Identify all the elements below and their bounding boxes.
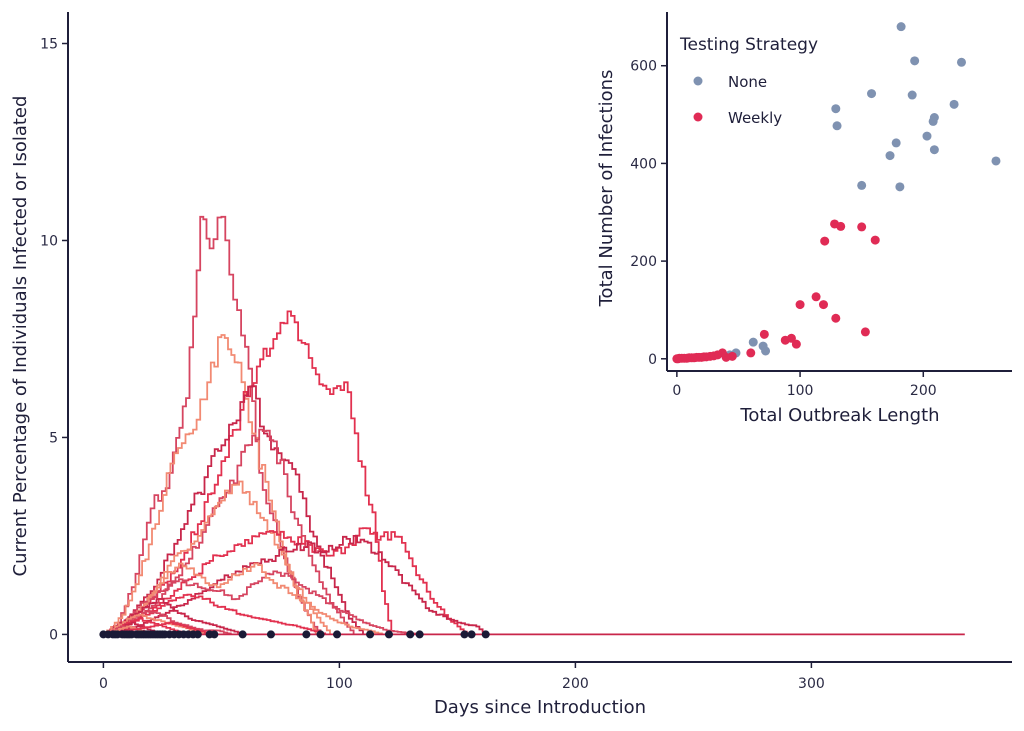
inset-point-none bbox=[895, 182, 905, 192]
inset-point-none bbox=[867, 89, 877, 99]
inset-y-tick-label: 0 bbox=[648, 352, 657, 368]
main-end-marker bbox=[238, 630, 247, 639]
inset-point-weekly bbox=[870, 235, 880, 245]
legend-key-weekly bbox=[693, 112, 703, 122]
inset-point-none bbox=[761, 346, 771, 356]
main-end-marker bbox=[316, 630, 325, 639]
inset-point-weekly bbox=[795, 300, 805, 310]
inset-point-none bbox=[991, 156, 1001, 166]
main-x-tick-label: 200 bbox=[562, 676, 589, 692]
main-series-line bbox=[103, 570, 421, 636]
inset-point-none bbox=[949, 99, 959, 109]
inset-y-tick-label: 200 bbox=[630, 254, 657, 270]
inset-point-none bbox=[907, 90, 917, 100]
inset-point-none bbox=[857, 180, 867, 190]
inset-point-none bbox=[885, 151, 895, 161]
inset-point-none bbox=[922, 131, 932, 141]
inset-point-weekly bbox=[759, 329, 769, 339]
inset-background bbox=[600, 0, 1024, 430]
main-end-marker bbox=[406, 630, 415, 639]
inset-y-axis-title: Total Number of Infections bbox=[596, 70, 617, 308]
main-end-marker bbox=[333, 630, 342, 639]
main-y-axis-title: Current Percentage of Individuals Infect… bbox=[10, 96, 31, 577]
inset-point-weekly bbox=[791, 339, 801, 349]
inset-x-tick-label: 0 bbox=[672, 383, 681, 399]
legend-title: Testing Strategy bbox=[679, 35, 818, 55]
inset-point-weekly bbox=[818, 300, 828, 310]
main-ticks: 0 100 200 300 0 5 10 15 bbox=[40, 37, 825, 692]
legend-label-none: None bbox=[728, 73, 767, 91]
main-series-line bbox=[103, 613, 209, 636]
main-end-marker bbox=[193, 630, 202, 639]
inset-ticks: 0 100 200 0 200 400 600 bbox=[630, 59, 936, 399]
inset-point-none bbox=[832, 121, 842, 131]
main-end-marker bbox=[210, 630, 219, 639]
main-x-tick-label: 300 bbox=[798, 676, 825, 692]
inset-point-weekly bbox=[836, 221, 846, 231]
inset-y-tick-label: 400 bbox=[630, 156, 657, 172]
main-end-marker bbox=[266, 630, 275, 639]
legend-label-weekly: Weekly bbox=[728, 109, 782, 127]
inset-x-tick-label: 200 bbox=[910, 383, 937, 399]
inset-point-none bbox=[929, 145, 939, 155]
main-x-axis-title: Days since Introduction bbox=[434, 697, 646, 718]
main-y-tick-label: 10 bbox=[40, 233, 58, 249]
inset-points bbox=[672, 22, 1001, 364]
legend-key-none bbox=[693, 76, 703, 86]
main-end-marker bbox=[384, 630, 393, 639]
inset-y-tick-label: 600 bbox=[630, 59, 657, 75]
main-end-marker bbox=[460, 630, 469, 639]
main-end-marker bbox=[481, 630, 490, 639]
main-x-tick-label: 100 bbox=[326, 676, 353, 692]
inset-point-none bbox=[891, 138, 901, 148]
inset-point-weekly bbox=[672, 354, 682, 364]
inset-legend: Testing Strategy None Weekly bbox=[679, 35, 818, 127]
main-chart: 0 100 200 300 0 5 10 15 Days since Introduction… bbox=[10, 12, 1012, 718]
main-y-tick-label: 5 bbox=[49, 430, 58, 446]
main-lines bbox=[103, 215, 965, 636]
inset-point-none bbox=[896, 22, 906, 32]
inset-point-weekly bbox=[811, 292, 821, 302]
inset-x-tick-label: 100 bbox=[787, 383, 814, 399]
main-end-markers bbox=[99, 630, 490, 639]
inset-point-none bbox=[910, 56, 920, 66]
inset-point-weekly bbox=[860, 327, 870, 337]
main-series-line bbox=[103, 215, 322, 636]
main-y-tick-label: 0 bbox=[49, 627, 58, 643]
main-x-tick-label: 0 bbox=[99, 676, 108, 692]
main-end-marker bbox=[415, 630, 424, 639]
main-y-tick-label: 15 bbox=[40, 37, 58, 53]
inset-point-weekly bbox=[831, 313, 841, 323]
main-end-marker bbox=[302, 630, 311, 639]
inset-point-none bbox=[831, 104, 841, 114]
main-series-line bbox=[103, 535, 487, 636]
main-series-line bbox=[103, 562, 383, 636]
inset-point-weekly bbox=[746, 348, 756, 358]
main-series-line bbox=[103, 527, 468, 636]
inset-point-none bbox=[928, 116, 938, 126]
inset-point-weekly bbox=[820, 236, 830, 246]
inset-point-none bbox=[956, 57, 966, 67]
inset-x-axis-title: Total Outbreak Length bbox=[739, 405, 939, 426]
main-end-marker bbox=[366, 630, 375, 639]
main-end-marker bbox=[467, 630, 476, 639]
inset-point-none bbox=[748, 337, 758, 347]
inset-point-weekly bbox=[857, 222, 867, 232]
